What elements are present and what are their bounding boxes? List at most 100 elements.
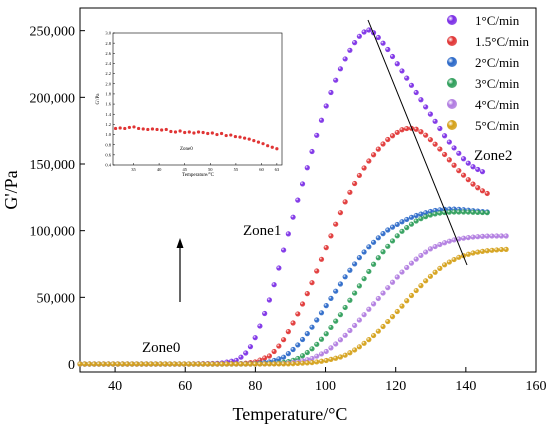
inset-data-point [123, 126, 127, 131]
data-point [314, 132, 320, 138]
data-point [470, 164, 476, 170]
inset-data-point [243, 136, 247, 140]
inset-data-point [215, 132, 219, 137]
data-point [418, 283, 424, 289]
data-point [404, 216, 410, 223]
data-point [191, 361, 197, 367]
inset-data-point [192, 131, 196, 135]
inset-data-point [196, 130, 201, 134]
data-point [257, 361, 263, 367]
data-point [352, 322, 358, 329]
inset-zone0-label: Zone0 [180, 147, 193, 152]
data-point [370, 239, 377, 245]
data-point [479, 188, 486, 194]
data-point [342, 274, 348, 280]
inset-data-point [247, 137, 251, 141]
data-point [356, 317, 362, 323]
zone2-label: Zone2 [474, 148, 512, 164]
data-point [413, 126, 419, 132]
inset-y-tick-label: 0.8 [105, 142, 111, 147]
legend-marker [447, 15, 457, 25]
data-point [423, 278, 429, 284]
data-point [186, 361, 192, 367]
data-point [380, 290, 386, 296]
data-point [427, 273, 434, 279]
data-point [451, 162, 457, 168]
data-point [389, 279, 396, 285]
legend-label: 1.5°C/min [475, 34, 529, 49]
inset-data-point [229, 133, 233, 137]
inset-x-tick-label: 40 [157, 167, 162, 172]
data-point [399, 269, 405, 275]
data-point [423, 132, 429, 138]
x-tick-label: 120 [385, 379, 406, 394]
data-point [404, 225, 410, 231]
data-point [465, 160, 471, 166]
data-point [361, 249, 367, 255]
data-point [281, 247, 287, 253]
data-point [408, 260, 415, 266]
data-point [356, 172, 362, 179]
data-point [375, 255, 381, 261]
data-point [418, 216, 424, 222]
inset-y-tick-label: 0.4 [105, 163, 111, 168]
data-point [385, 243, 391, 249]
data-point [394, 308, 400, 315]
data-point [442, 240, 448, 246]
data-point [172, 361, 178, 367]
data-point [86, 361, 93, 367]
inset-y-axis-title: G'/Pa [96, 93, 101, 105]
data-point [328, 89, 334, 96]
data-point [446, 157, 452, 163]
data-point [446, 209, 452, 215]
inset-data-point [146, 127, 150, 132]
data-point [304, 331, 310, 337]
inset-data-point [219, 131, 224, 136]
data-point [413, 287, 419, 294]
inset-y-tick-label: 2.8 [105, 41, 111, 46]
legend-marker [447, 36, 457, 46]
inset-y-tick-label: 1.6 [105, 102, 111, 107]
data-point [228, 361, 235, 367]
data-point [356, 33, 362, 39]
inset-x-tick-label: 63 [275, 167, 280, 172]
data-point [423, 214, 429, 220]
main-plot: 40 60 80 100 120 140 160 0 50,000 100,000 150,000 2… [1, 7, 547, 424]
data-point [408, 292, 415, 299]
data-point [442, 262, 448, 268]
data-point [432, 269, 438, 275]
inset-data-point [256, 140, 261, 144]
data-point [342, 304, 348, 311]
legend-label: 1°C/min [475, 13, 520, 28]
data-point [465, 209, 471, 215]
data-point [328, 356, 334, 362]
inset-data-point [206, 131, 210, 136]
data-point [318, 310, 325, 316]
data-point [309, 280, 315, 286]
data-point [394, 233, 400, 239]
data-point [323, 331, 329, 337]
legend-marker [447, 120, 457, 130]
data-point [262, 310, 268, 317]
data-point [399, 219, 405, 225]
inset-data-series [113, 125, 279, 151]
data-point [479, 169, 486, 175]
data-point [479, 248, 486, 254]
y-tick-label: 200,000 [30, 91, 76, 106]
data-point [347, 189, 353, 195]
data-point [465, 251, 471, 257]
data-point [413, 212, 419, 219]
inset-x-tick-label: 50 [208, 167, 213, 172]
data-point [389, 133, 396, 139]
data-point [337, 312, 344, 318]
inset-data-point [266, 144, 270, 148]
data-point [318, 256, 325, 262]
data-point [389, 224, 396, 230]
data-point [314, 268, 320, 274]
inset-y-tick-label: 2.4 [105, 61, 111, 66]
data-point [446, 139, 452, 145]
data-point [498, 246, 505, 253]
x-tick-label: 100 [315, 379, 336, 394]
data-point [82, 361, 88, 367]
data-point [266, 361, 273, 367]
